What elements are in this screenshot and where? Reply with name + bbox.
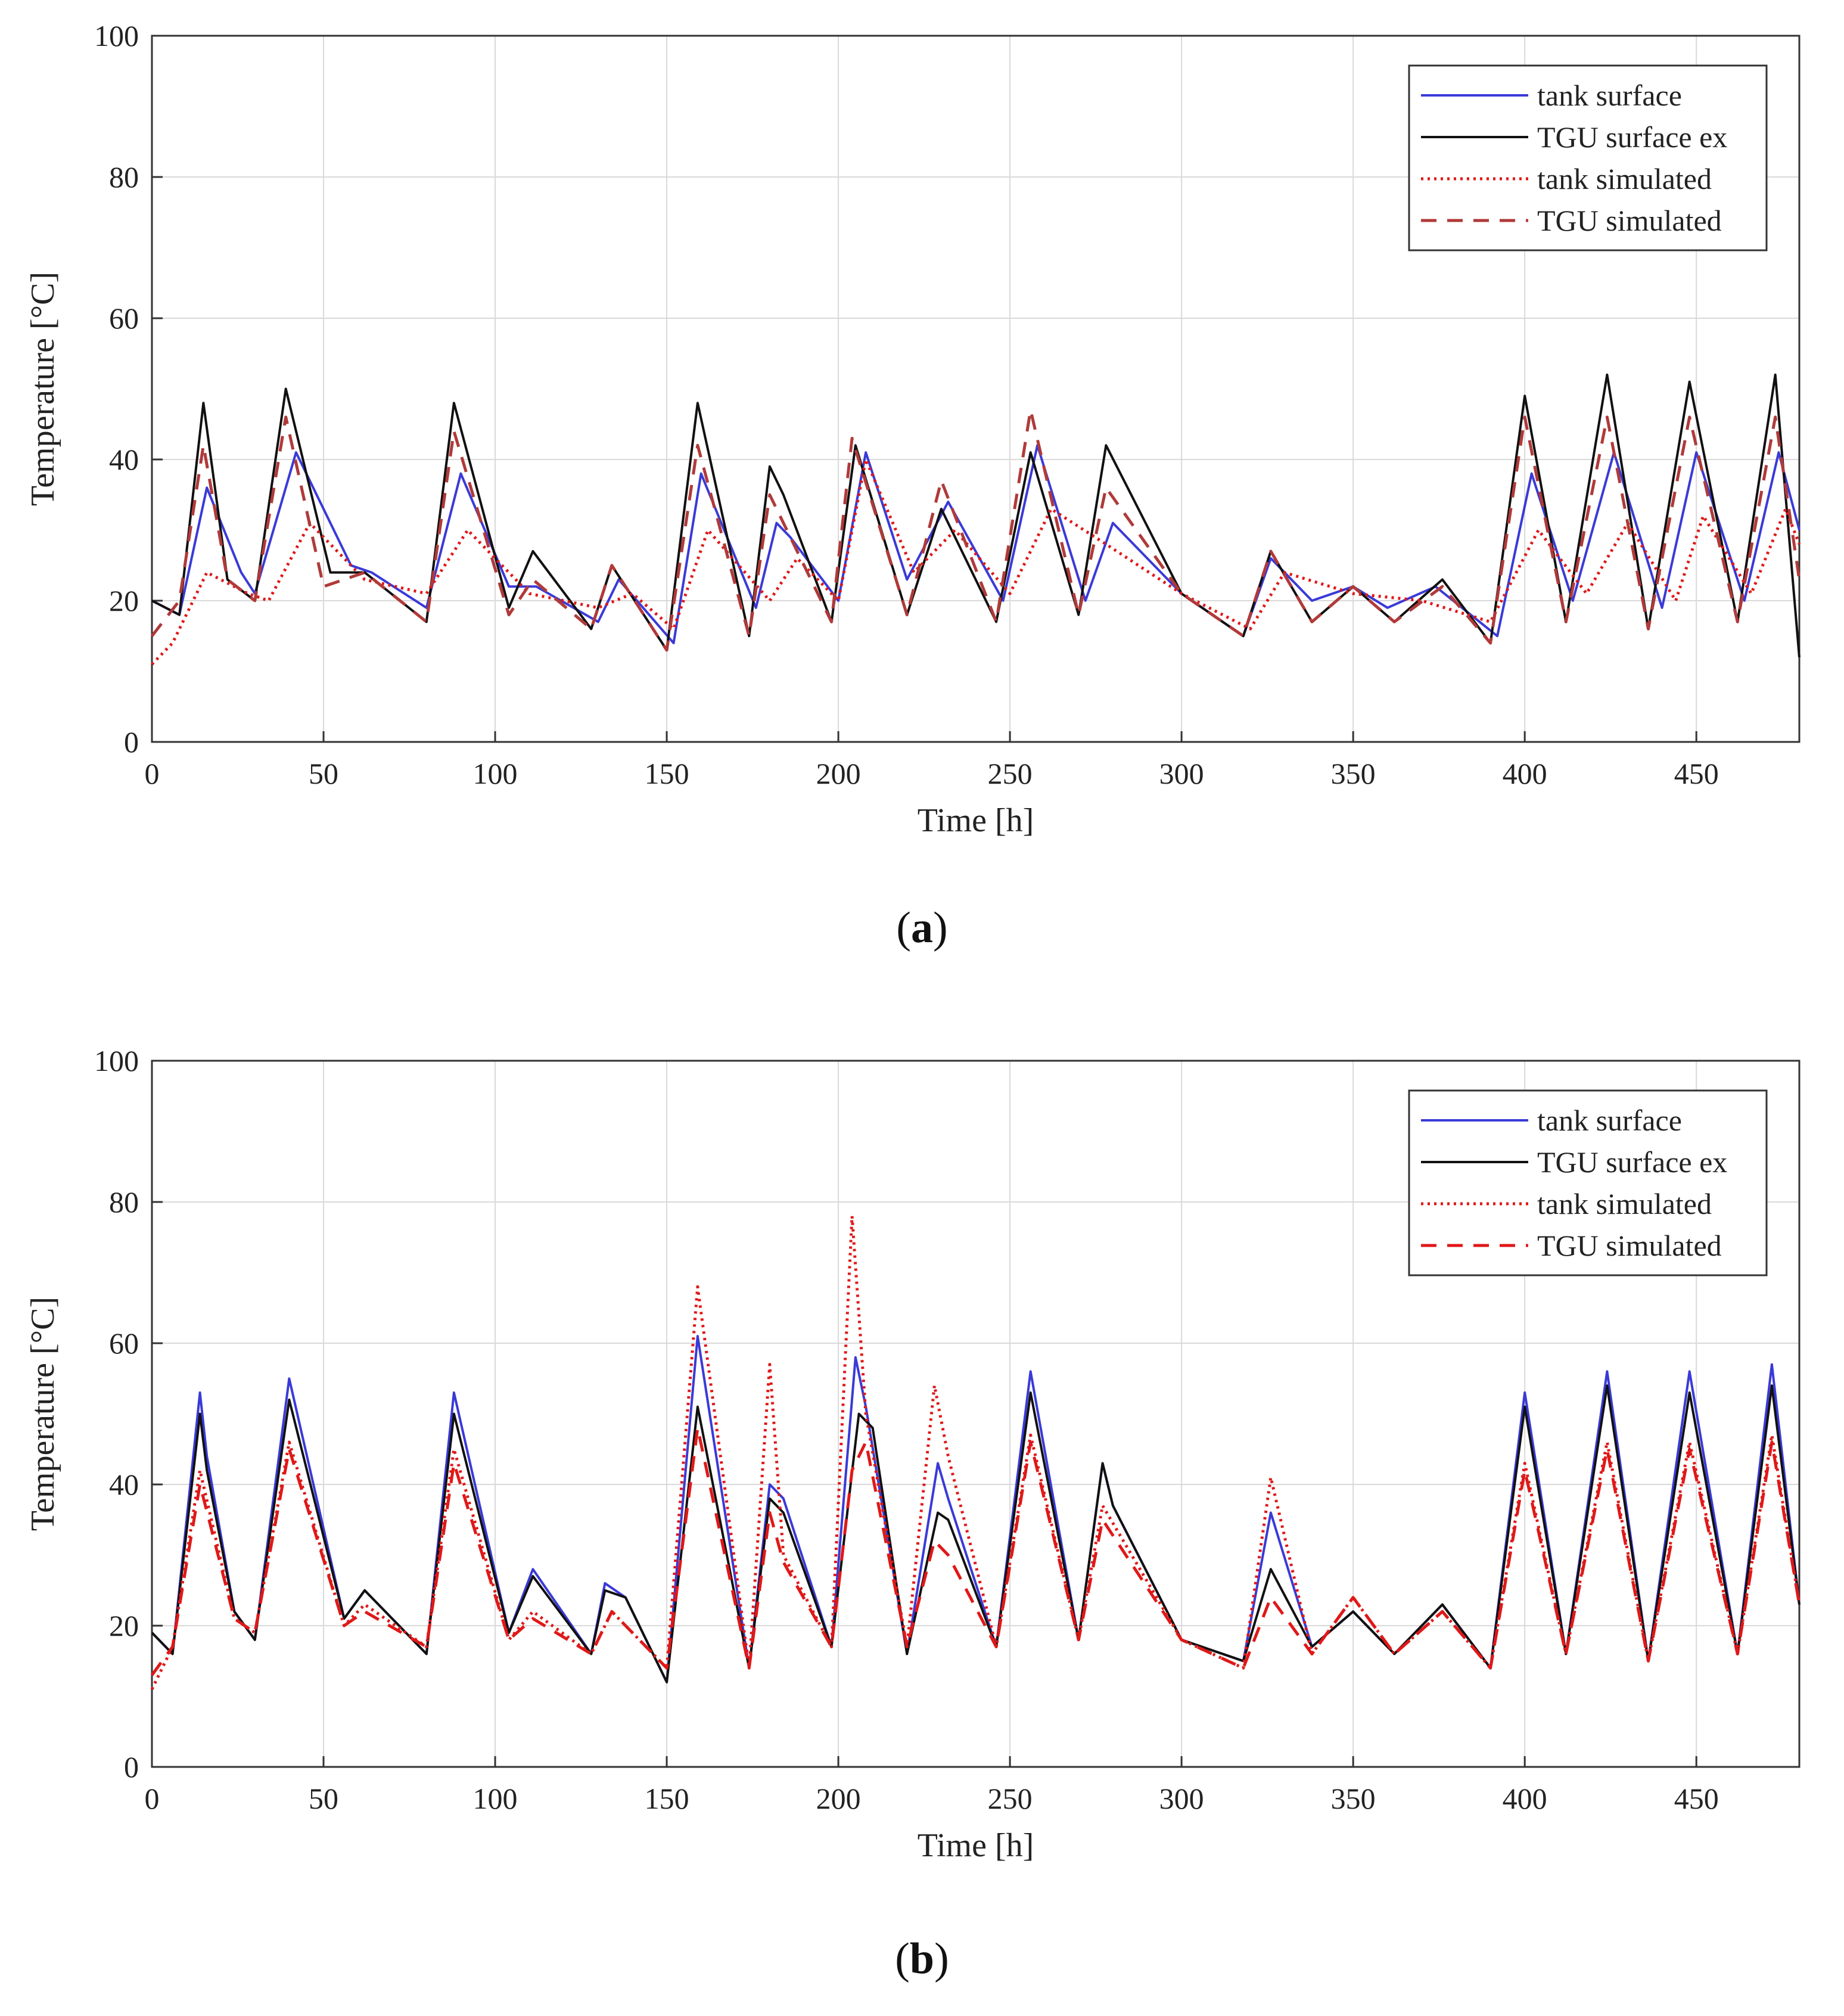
panel-b-ytick-label-40: 40 (109, 1468, 139, 1501)
panel-b-xtick-label-150: 150 (645, 1782, 689, 1815)
panel-a-legend-label-2: tank simulated (1537, 162, 1712, 195)
panel-b-x-axis-title: Time [h] (918, 1827, 1034, 1864)
chart-panel-a: 0 50 100 150 200 250 300 350 400 450 0 20 40 60 80 100 T… (24, 19, 1801, 839)
panel-a-legend: tank surface TGU surface ex tank simulated… (1408, 64, 1768, 251)
caption-b-letter: b (909, 1934, 935, 1983)
panel-b-legend-label-3: TGU simulated (1537, 1229, 1722, 1262)
panel-b-plot-frame (151, 1060, 1801, 1768)
panel-b-legend-label-0: tank surface (1537, 1104, 1682, 1137)
panel-a-ytick-label-40: 40 (109, 443, 139, 476)
caption-b: (b) (895, 1934, 949, 1983)
panel-b-xtick-label-0: 0 (145, 1782, 160, 1815)
panel-a-xtick-label-0: 0 (145, 757, 160, 790)
panel-a-xtick-label-150: 150 (645, 757, 689, 790)
panel-a-xtick-label-50: 50 (309, 757, 338, 790)
panel-a-x-axis-title: Time [h] (918, 802, 1034, 839)
panel-a-series-tank-simulated (151, 458, 1801, 666)
panel-a-ytick-label-0: 0 (124, 725, 139, 759)
panel-a-legend-label-1: TGU surface ex (1537, 120, 1727, 154)
caption-a: (a) (896, 903, 948, 952)
panel-b-legend-label-1: TGU surface ex (1537, 1145, 1727, 1179)
panel-b-series-tgu-simulated (150, 1426, 1801, 1676)
panel-a-plot-frame (151, 35, 1801, 743)
panel-a-series-tank-surface (151, 444, 1801, 645)
panel-b-xtick-label-350: 350 (1331, 1782, 1376, 1815)
chart-panel-b: 0 50 100 150 200 250 300 350 400 450 0 20 40 60 80 100 T… (24, 1044, 1801, 1864)
panel-b-ytick-label-80: 80 (109, 1185, 139, 1219)
panel-a-xtick-label-450: 450 (1674, 757, 1719, 790)
panel-b-series-tgu-surface-ex (151, 1384, 1801, 1683)
panel-a-series-tgu-simulated (151, 408, 1801, 652)
panel-a-xtick-label-350: 350 (1331, 757, 1376, 790)
panel-a-xtick-label-250: 250 (988, 757, 1033, 790)
panel-b-ytick-label-100: 100 (94, 1044, 139, 1077)
panel-a-xtick-label-400: 400 (1503, 757, 1547, 790)
panel-b-xtick-label-200: 200 (816, 1782, 861, 1815)
panel-b-series-tank-simulated (150, 1214, 1801, 1690)
panel-a-ytick-label-100: 100 (94, 19, 139, 52)
panel-a-xtick-label-200: 200 (816, 757, 861, 790)
panel-a-legend-label-0: tank surface (1537, 79, 1682, 112)
panel-a-legend-label-3: TGU simulated (1537, 204, 1722, 237)
panel-b-ytick-label-20: 20 (109, 1609, 139, 1642)
panel-b-ytick-label-0: 0 (124, 1750, 139, 1784)
panel-b-xtick-label-50: 50 (309, 1782, 338, 1815)
panel-b-legend-label-2: tank simulated (1537, 1187, 1712, 1220)
panel-a-ytick-label-80: 80 (109, 160, 139, 194)
panel-b-xtick-label-250: 250 (988, 1782, 1033, 1815)
panel-a-ytick-label-20: 20 (109, 584, 139, 617)
panel-a-y-axis-title: Temperature [°C] (24, 272, 61, 506)
caption-a-letter: a (911, 903, 933, 952)
panel-a-ytick-label-60: 60 (109, 302, 139, 335)
panel-a-xtick-label-100: 100 (473, 757, 518, 790)
panel-b-legend: tank surface TGU surface ex tank simulated… (1408, 1089, 1768, 1276)
panel-a-xtick-label-300: 300 (1159, 757, 1204, 790)
panel-b-y-axis-title: Temperature [°C] (24, 1297, 61, 1531)
panel-b-xtick-label-300: 300 (1159, 1782, 1204, 1815)
panel-b-ytick-label-60: 60 (109, 1327, 139, 1360)
panel-b-xtick-label-400: 400 (1503, 1782, 1547, 1815)
panel-b-xtick-label-450: 450 (1674, 1782, 1719, 1815)
panel-a-series-tgu-surface-ex (151, 373, 1801, 657)
panel-b-xtick-label-100: 100 (473, 1782, 518, 1815)
